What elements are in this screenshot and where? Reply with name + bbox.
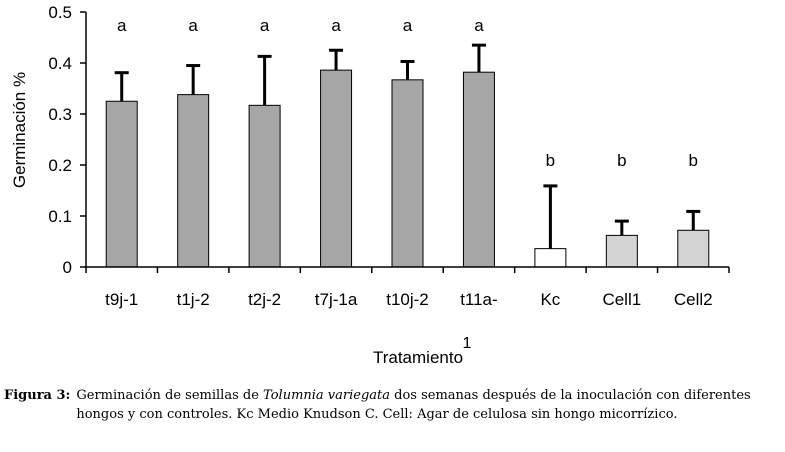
caption-text-end: dos semanas después de la inoculación co… — [76, 388, 751, 422]
bar — [605, 234, 638, 268]
x-tick-label: Cell1 — [602, 290, 641, 309]
x-tick-label: t11a- — [460, 290, 498, 309]
significance-letter: a — [117, 16, 127, 35]
bar — [177, 94, 210, 268]
y-tick-label: 0.2 — [48, 156, 72, 175]
x-tick-label: t9j-1 — [105, 290, 138, 309]
x-tick-label: t1j-2 — [177, 290, 210, 309]
bar — [534, 248, 567, 268]
significance-letter: b — [546, 151, 555, 170]
significance-letter: a — [403, 16, 413, 35]
caption-species-name: Tolumnia variegata — [263, 388, 391, 403]
y-tick-label: 0 — [63, 258, 72, 277]
x-tick-label: t2j-2 — [248, 290, 281, 309]
x-axis: t9j-1 t1j-2 t2j-2 t7j-1a t10j-2 t11a- Kc Cell1 C… — [85, 266, 730, 309]
caption-label: Figura 3: — [4, 388, 71, 403]
x-tick-label: t10j-2 — [386, 290, 429, 309]
significance-letter: a — [474, 16, 484, 35]
significance-letter: a — [260, 16, 270, 35]
y-axis: 0 0.1 0.2 0.3 0.4 0.5 — [48, 3, 87, 277]
significance-letter: a — [331, 16, 341, 35]
bar — [248, 104, 281, 268]
bar — [677, 229, 710, 268]
x-axis-title: Tratamiento — [373, 348, 463, 367]
bar — [391, 79, 424, 268]
y-tick-label: 0.1 — [48, 207, 72, 226]
bars-group: a a a a a a b b b — [105, 16, 710, 268]
caption-text: Germinación de semillas de Tolumnia vari… — [76, 386, 782, 424]
x-tick-label: t7j-1a — [315, 290, 358, 309]
figure-caption: Figura 3: Germinación de semillas de Tol… — [4, 386, 782, 424]
x-axis-title-superscript: 1 — [463, 335, 472, 352]
bar-chart: 0 0.1 0.2 0.3 0.4 0.5 a a a a a a b b b t9j-1 t1j-2 t2j… — [10, 3, 730, 367]
x-tick-label: Kc — [540, 290, 560, 309]
caption-text-start: Germinación de semillas de — [76, 388, 264, 403]
y-tick-label: 0.3 — [48, 105, 72, 124]
bar — [320, 69, 353, 268]
bar — [462, 71, 495, 268]
y-tick-label: 0.5 — [48, 3, 72, 22]
significance-letter: b — [617, 151, 626, 170]
y-axis-title: Germinación % — [10, 72, 29, 188]
significance-letter: b — [689, 151, 698, 170]
significance-letter: a — [188, 16, 198, 35]
y-tick-label: 0.4 — [48, 54, 72, 73]
x-tick-label: Cell2 — [674, 290, 713, 309]
bar — [105, 100, 138, 268]
